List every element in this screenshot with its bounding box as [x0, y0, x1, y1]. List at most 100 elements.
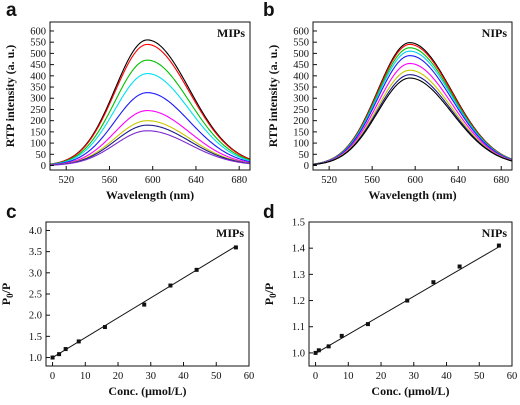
- data-point: [316, 348, 321, 353]
- x-tick-label: 20: [376, 371, 387, 382]
- y-tick-label: 400: [293, 71, 309, 82]
- panel-c: 0 10 20 30 40 50 60 1.0 1.5 2.0 2.5 3.0 3.5 4.0 Conc. …: [0, 202, 254, 398]
- x-tick-label: 10: [80, 371, 91, 382]
- x-tick-label: 60: [507, 371, 518, 382]
- spectrum-line-5: [50, 92, 250, 166]
- data-point: [313, 350, 318, 355]
- y-tick-label: 300: [30, 94, 46, 105]
- y-label-part: P: [0, 298, 13, 305]
- x-tick-label: 50: [211, 371, 222, 382]
- y-tick-label: 200: [293, 116, 309, 127]
- panel-letter: b: [263, 0, 275, 21]
- spectrum-line-5: [313, 55, 512, 165]
- y-tick-label: 250: [30, 105, 46, 116]
- y-tick-label: 100: [293, 139, 309, 150]
- panel-title: NIPs: [482, 226, 508, 240]
- data-point: [102, 325, 107, 330]
- y-tick-label: 2.0: [29, 311, 42, 322]
- data-point: [431, 280, 436, 285]
- plot-area: [313, 243, 501, 355]
- data-point: [457, 264, 462, 269]
- plot-frame: [49, 21, 251, 171]
- y-tick-label: 100: [30, 139, 46, 150]
- y-tick-label: 500: [293, 49, 309, 60]
- panel-letter: a: [6, 0, 17, 21]
- x-tick-label: 0: [313, 371, 318, 382]
- y-tick-label: 450: [293, 60, 309, 71]
- x-tick-label: 20: [113, 371, 124, 382]
- y-tick-label: 350: [30, 83, 46, 94]
- y-tick-label: 1.1: [292, 322, 305, 333]
- y-label-subscript: 0: [5, 293, 15, 298]
- y-label-subscript: 0: [268, 293, 278, 298]
- y-tick-label: 4.0: [29, 226, 42, 237]
- x-tick-label: 520: [58, 175, 74, 186]
- spectrum-line-7: [313, 69, 512, 166]
- y-tick-label: 150: [30, 127, 46, 138]
- panel-d: 0 10 20 30 40 50 60 1.0 1.1 1.2 1.3 1.4 1.5 Conc. (μm…: [262, 202, 517, 398]
- data-point: [57, 352, 62, 357]
- panel-b: 520 560 600 640 680 0501001502002503003504004…: [263, 0, 513, 202]
- y-tick-label: 350: [293, 83, 309, 94]
- y-label-part: P: [262, 298, 276, 305]
- y-tick-label: 150: [293, 127, 309, 138]
- y-tick-label: 1.0: [292, 348, 305, 359]
- data-point: [326, 344, 331, 349]
- y-tick-label: 450: [30, 60, 46, 71]
- x-tick-label: 40: [441, 371, 452, 382]
- x-tick-label: 680: [493, 175, 509, 186]
- data-point: [76, 339, 81, 344]
- x-tick-label: 0: [50, 371, 55, 382]
- spectrum-line-8: [50, 124, 250, 166]
- y-tick-label: 1.5: [292, 218, 305, 229]
- y-axis-label: RTP intensity (a. u.): [3, 45, 17, 148]
- y-tick-label: 400: [30, 71, 46, 82]
- panel-title: MIPs: [216, 226, 244, 240]
- x-tick-label: 520: [321, 175, 337, 186]
- y-tick-label: 1.0: [29, 353, 42, 364]
- x-tick-label: 600: [407, 175, 423, 186]
- spectrum-line-9: [313, 77, 512, 166]
- y-tick-label: 500: [30, 49, 46, 60]
- plot-frame: [308, 221, 513, 367]
- data-point: [50, 355, 55, 360]
- y-tick-label: 1.3: [292, 270, 305, 281]
- y-tick-label: 1.4: [292, 244, 306, 255]
- fit-line: [52, 245, 237, 358]
- y-tick-label: 600: [30, 26, 46, 37]
- x-tick-label: 640: [188, 175, 204, 186]
- spectrum-line-9: [50, 130, 250, 166]
- y-axis-label: P0/P: [0, 283, 15, 306]
- panel-title: MIPs: [217, 26, 245, 40]
- x-tick-label: 560: [102, 175, 118, 186]
- y-tick-label: 250: [293, 105, 309, 116]
- data-point: [233, 245, 238, 250]
- y-tick-label: 200: [30, 116, 46, 127]
- spectrum-line-7: [50, 120, 250, 166]
- y-tick-label: 0: [304, 161, 309, 172]
- x-axis-label: Wavelength (nm): [368, 188, 456, 202]
- data-point: [496, 243, 501, 248]
- plot-area: [313, 42, 512, 166]
- panel-title: NIPs: [482, 26, 508, 40]
- spectrum-line-3: [50, 59, 250, 165]
- y-axis-label: RTP intensity (a. u.): [266, 45, 280, 148]
- data-point: [405, 298, 410, 303]
- data-point: [339, 333, 344, 338]
- plot-area: [50, 245, 238, 360]
- spectrum-line-2: [50, 43, 250, 165]
- y-tick-label: 550: [30, 38, 46, 49]
- x-tick-label: 30: [409, 371, 420, 382]
- y-tick-label: 550: [293, 38, 309, 49]
- data-point: [194, 267, 199, 272]
- panel-letter: d: [263, 202, 275, 223]
- y-tick-label: 50: [299, 150, 310, 161]
- x-tick-label: 40: [178, 371, 189, 382]
- spectrum-line-4: [313, 50, 512, 165]
- x-tick-label: 60: [244, 371, 255, 382]
- spectrum-line-1: [50, 39, 250, 165]
- y-tick-label: 3.5: [29, 247, 42, 258]
- y-tick-label: 0: [41, 161, 46, 172]
- y-tick-label: 600: [293, 26, 309, 37]
